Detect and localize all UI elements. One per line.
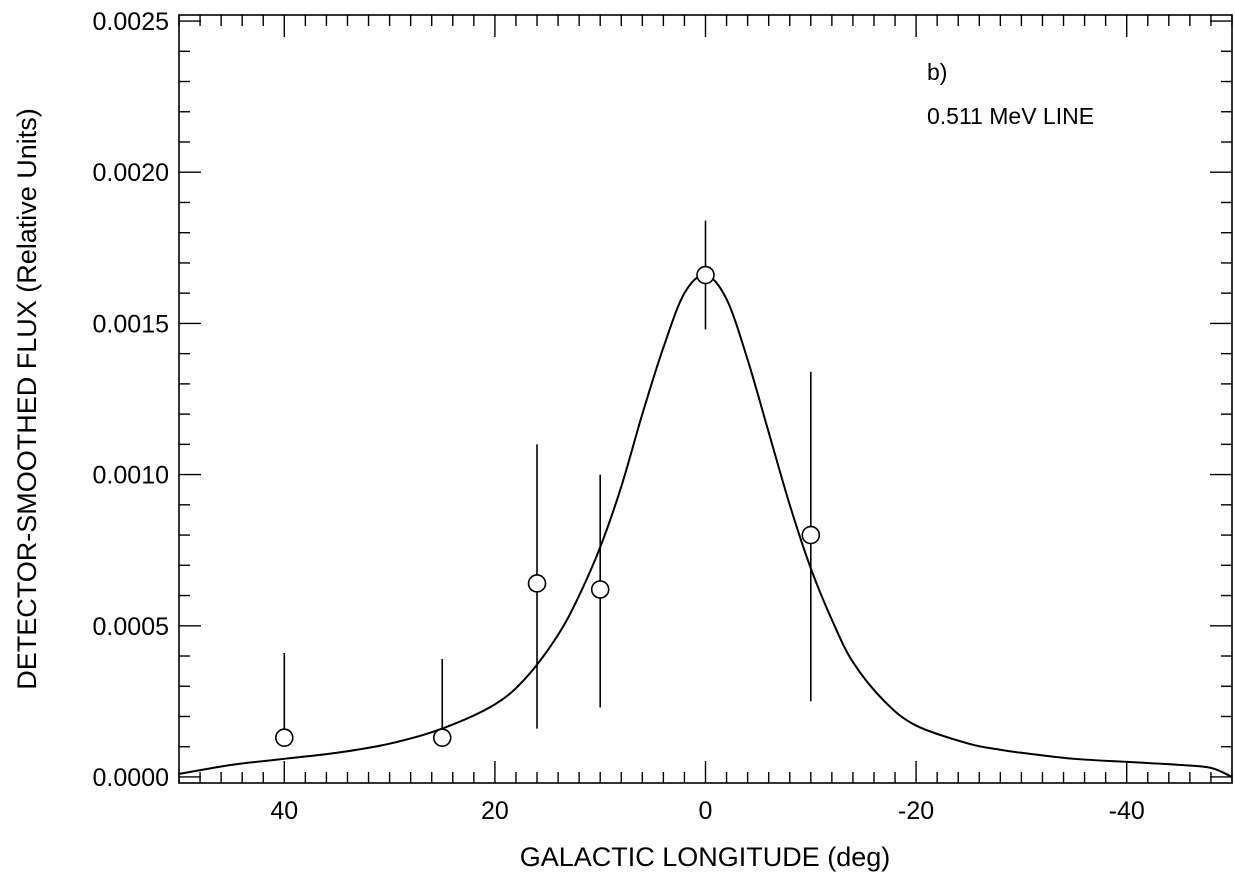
plot-frame (178, 14, 1233, 784)
y-tick-label: 0.0010 (93, 462, 169, 490)
model-curve (178, 274, 1233, 778)
x-tick-label: -40 (1109, 797, 1145, 825)
data-point-marker (432, 728, 452, 747)
x-axis-title: GALACTIC LONGITUDE (deg) (520, 842, 891, 872)
y-tick-label: 0.0005 (93, 613, 169, 641)
tick-labels: 40 20 0 -20 -40 0.0000 0.0005 0.0010 0.0015 0.002… (93, 8, 1145, 825)
data-point-marker (696, 265, 715, 285)
data-point-marker (274, 728, 294, 747)
x-tick-label: 0 (699, 797, 713, 825)
y-tick-label: 0.0015 (93, 310, 169, 338)
line-annotation: 0.511 MeV LINE (927, 103, 1094, 129)
axis-ticks (178, 15, 1233, 783)
x-tick-label: 40 (270, 797, 298, 825)
panel-label: b) (927, 59, 947, 85)
y-tick-label: 0.0025 (93, 8, 169, 36)
data-point-marker (590, 580, 610, 599)
data-points (274, 220, 821, 747)
y-tick-label: 0.0000 (93, 764, 169, 792)
y-axis-title: DETECTOR-SMOOTHED FLUX (Relative Units) (12, 108, 42, 690)
data-point-marker (527, 574, 547, 593)
x-tick-label: -20 (898, 797, 934, 825)
y-tick-label: 0.0020 (93, 159, 169, 187)
x-tick-label: 20 (481, 797, 509, 825)
data-point-marker (801, 525, 821, 545)
